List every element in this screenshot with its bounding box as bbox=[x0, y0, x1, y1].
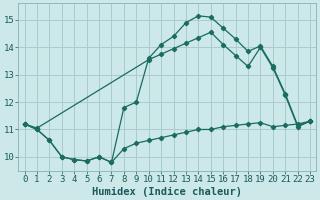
X-axis label: Humidex (Indice chaleur): Humidex (Indice chaleur) bbox=[92, 186, 242, 197]
